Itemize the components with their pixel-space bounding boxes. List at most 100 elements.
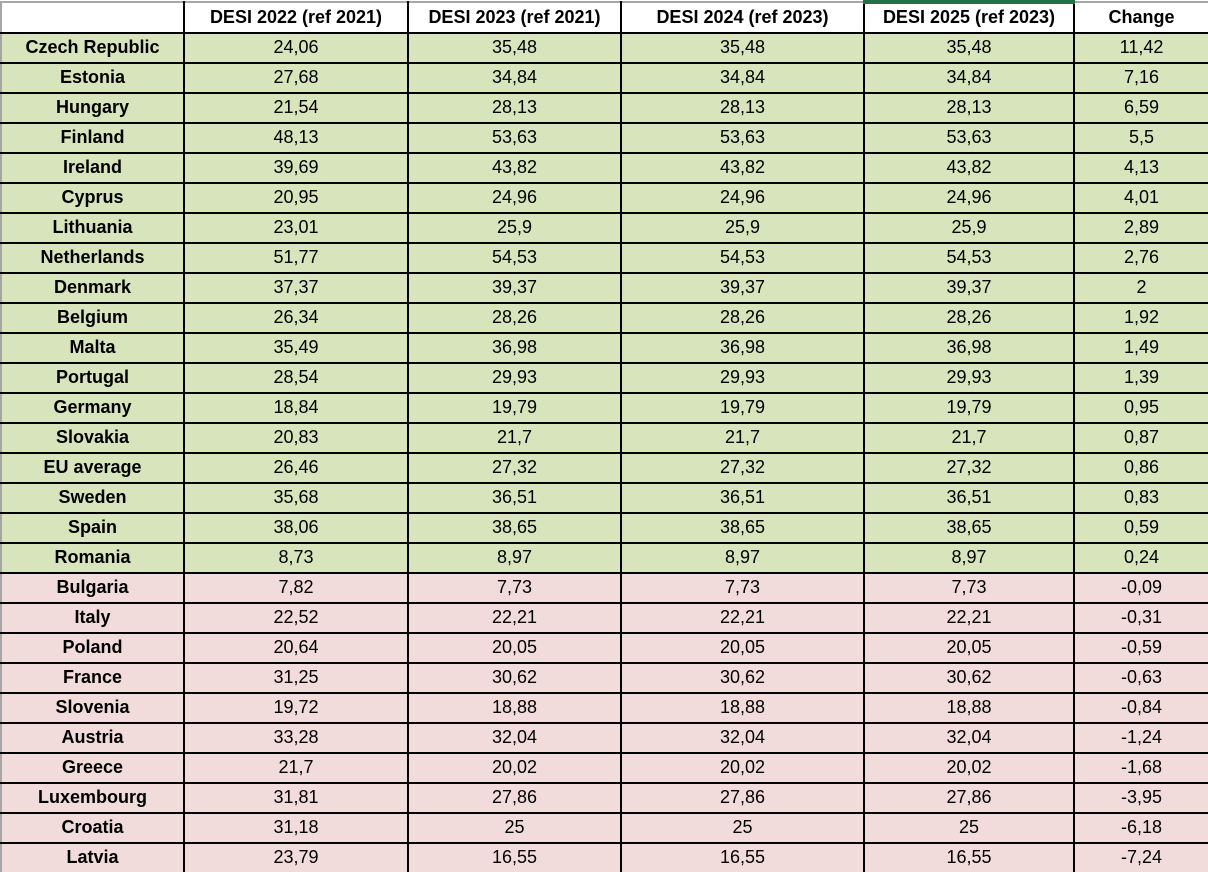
desi-2024-cell[interactable]: 34,84 (620, 62, 865, 94)
change-cell[interactable]: 1,39 (1073, 362, 1208, 394)
desi-2022-cell[interactable]: 51,77 (183, 242, 409, 274)
desi-2024-cell[interactable]: 20,02 (620, 752, 865, 784)
country-cell[interactable]: Belgium (0, 302, 185, 334)
desi-2025-cell[interactable]: 8,97 (863, 542, 1075, 574)
column-header-desi-2025[interactable]: DESI 2025 (ref 2023) (863, 0, 1075, 34)
desi-2022-cell[interactable]: 23,01 (183, 212, 409, 244)
desi-2022-cell[interactable]: 21,7 (183, 752, 409, 784)
change-cell[interactable]: -0,31 (1073, 602, 1208, 634)
desi-2025-cell[interactable]: 35,48 (863, 32, 1075, 64)
country-cell[interactable]: Greece (0, 752, 185, 784)
column-header-change[interactable]: Change (1073, 1, 1208, 34)
country-cell[interactable]: Austria (0, 722, 185, 754)
desi-2022-cell[interactable]: 20,64 (183, 632, 409, 664)
desi-2024-cell[interactable]: 29,93 (620, 362, 865, 394)
country-cell[interactable]: Romania (0, 542, 185, 574)
desi-2025-cell[interactable]: 27,86 (863, 782, 1075, 814)
country-cell[interactable]: Estonia (0, 62, 185, 94)
desi-2025-cell[interactable]: 39,37 (863, 272, 1075, 304)
change-cell[interactable]: -1,68 (1073, 752, 1208, 784)
desi-2022-cell[interactable]: 37,37 (183, 272, 409, 304)
change-cell[interactable]: -0,63 (1073, 662, 1208, 694)
change-cell[interactable]: 1,92 (1073, 302, 1208, 334)
desi-2023-cell[interactable]: 54,53 (407, 242, 622, 274)
desi-2022-cell[interactable]: 20,83 (183, 422, 409, 454)
desi-2023-cell[interactable]: 36,98 (407, 332, 622, 364)
desi-2023-cell[interactable]: 43,82 (407, 152, 622, 184)
desi-2022-cell[interactable]: 23,79 (183, 842, 409, 872)
desi-2024-cell[interactable]: 39,37 (620, 272, 865, 304)
desi-2023-cell[interactable]: 22,21 (407, 602, 622, 634)
desi-2025-cell[interactable]: 16,55 (863, 842, 1075, 872)
change-cell[interactable]: 0,87 (1073, 422, 1208, 454)
desi-2023-cell[interactable]: 20,02 (407, 752, 622, 784)
country-cell[interactable]: Poland (0, 632, 185, 664)
desi-2022-cell[interactable]: 7,82 (183, 572, 409, 604)
desi-2024-cell[interactable]: 32,04 (620, 722, 865, 754)
desi-2022-cell[interactable]: 21,54 (183, 92, 409, 124)
desi-2022-cell[interactable]: 27,68 (183, 62, 409, 94)
desi-2025-cell[interactable]: 22,21 (863, 602, 1075, 634)
change-cell[interactable]: 7,16 (1073, 62, 1208, 94)
desi-2025-cell[interactable]: 53,63 (863, 122, 1075, 154)
desi-2025-cell[interactable]: 36,51 (863, 482, 1075, 514)
desi-2024-cell[interactable]: 54,53 (620, 242, 865, 274)
country-cell[interactable]: Slovenia (0, 692, 185, 724)
desi-2022-cell[interactable]: 20,95 (183, 182, 409, 214)
desi-2024-cell[interactable]: 21,7 (620, 422, 865, 454)
country-cell[interactable]: Malta (0, 332, 185, 364)
desi-2025-cell[interactable]: 24,96 (863, 182, 1075, 214)
desi-2023-cell[interactable]: 20,05 (407, 632, 622, 664)
desi-2025-cell[interactable]: 54,53 (863, 242, 1075, 274)
desi-2024-cell[interactable]: 27,86 (620, 782, 865, 814)
country-cell[interactable]: Portugal (0, 362, 185, 394)
desi-2024-cell[interactable]: 8,97 (620, 542, 865, 574)
desi-2022-cell[interactable]: 33,28 (183, 722, 409, 754)
desi-2023-cell[interactable]: 36,51 (407, 482, 622, 514)
change-cell[interactable]: 2,89 (1073, 212, 1208, 244)
desi-2022-cell[interactable]: 18,84 (183, 392, 409, 424)
desi-2022-cell[interactable]: 48,13 (183, 122, 409, 154)
desi-2025-cell[interactable]: 43,82 (863, 152, 1075, 184)
desi-2025-cell[interactable]: 36,98 (863, 332, 1075, 364)
country-cell[interactable]: Denmark (0, 272, 185, 304)
country-cell[interactable]: Czech Republic (0, 32, 185, 64)
desi-2023-cell[interactable]: 21,7 (407, 422, 622, 454)
desi-2024-cell[interactable]: 24,96 (620, 182, 865, 214)
desi-2022-cell[interactable]: 31,81 (183, 782, 409, 814)
desi-2024-cell[interactable]: 43,82 (620, 152, 865, 184)
desi-2023-cell[interactable]: 27,86 (407, 782, 622, 814)
desi-2024-cell[interactable]: 36,98 (620, 332, 865, 364)
desi-2023-cell[interactable]: 34,84 (407, 62, 622, 94)
country-cell[interactable]: Latvia (0, 842, 185, 872)
desi-2023-cell[interactable]: 19,79 (407, 392, 622, 424)
desi-2025-cell[interactable]: 30,62 (863, 662, 1075, 694)
desi-2023-cell[interactable]: 25,9 (407, 212, 622, 244)
desi-2022-cell[interactable]: 31,18 (183, 812, 409, 844)
change-cell[interactable]: 1,49 (1073, 332, 1208, 364)
change-cell[interactable]: -1,24 (1073, 722, 1208, 754)
country-cell[interactable]: EU average (0, 452, 185, 484)
desi-2024-cell[interactable]: 27,32 (620, 452, 865, 484)
desi-2025-cell[interactable]: 32,04 (863, 722, 1075, 754)
change-cell[interactable]: 0,95 (1073, 392, 1208, 424)
desi-2024-cell[interactable]: 30,62 (620, 662, 865, 694)
change-cell[interactable]: 4,01 (1073, 182, 1208, 214)
desi-2025-cell[interactable]: 34,84 (863, 62, 1075, 94)
desi-2025-cell[interactable]: 7,73 (863, 572, 1075, 604)
desi-2022-cell[interactable]: 35,68 (183, 482, 409, 514)
desi-2024-cell[interactable]: 20,05 (620, 632, 865, 664)
change-cell[interactable]: -7,24 (1073, 842, 1208, 872)
desi-2024-cell[interactable]: 36,51 (620, 482, 865, 514)
desi-2023-cell[interactable]: 16,55 (407, 842, 622, 872)
desi-2025-cell[interactable]: 28,13 (863, 92, 1075, 124)
change-cell[interactable]: -6,18 (1073, 812, 1208, 844)
change-cell[interactable]: -0,09 (1073, 572, 1208, 604)
desi-2025-cell[interactable]: 20,05 (863, 632, 1075, 664)
desi-2023-cell[interactable]: 8,97 (407, 542, 622, 574)
country-cell[interactable]: Luxembourg (0, 782, 185, 814)
desi-2025-cell[interactable]: 19,79 (863, 392, 1075, 424)
desi-2023-cell[interactable]: 27,32 (407, 452, 622, 484)
desi-2022-cell[interactable]: 39,69 (183, 152, 409, 184)
change-cell[interactable]: -3,95 (1073, 782, 1208, 814)
